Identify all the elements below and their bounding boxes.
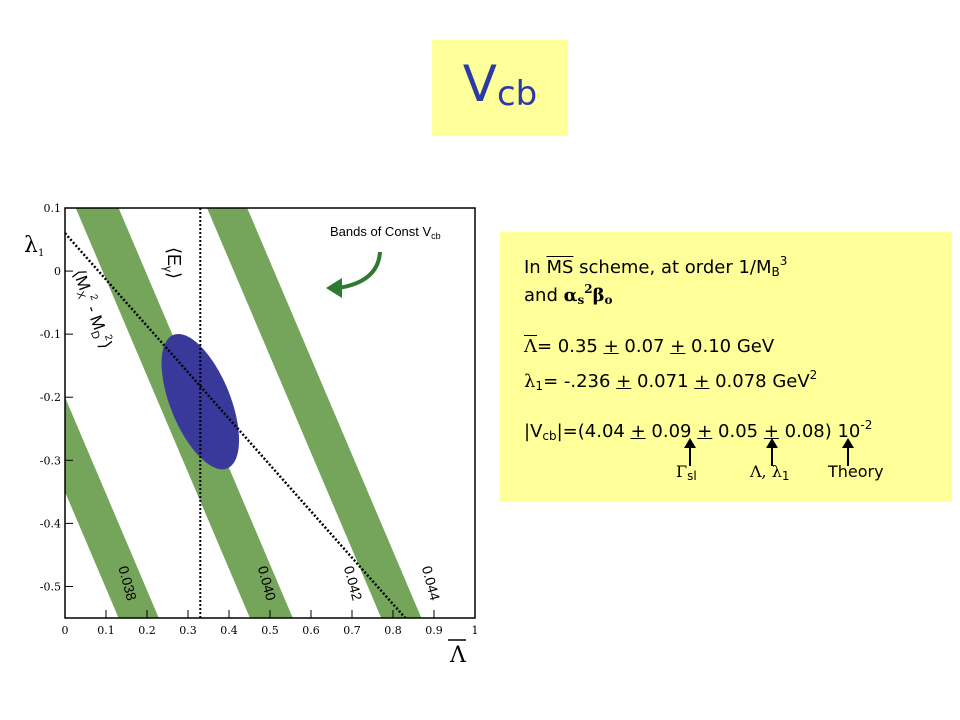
- y-tick-label: -0.2: [40, 391, 61, 404]
- y-tick-label: -0.5: [40, 580, 61, 593]
- label-gamma-sl: Γsl: [676, 462, 697, 483]
- scheme-line: In MS scheme, at order 1/MB3: [524, 254, 788, 279]
- x-axis-label: Λ: [449, 643, 467, 668]
- x-tick-label: 0.1: [97, 624, 115, 637]
- arrow-theory-icon: [842, 438, 854, 466]
- x-tick-label: 0.8: [384, 624, 402, 637]
- vcb-band-plot: 0.1 0 -0.1 -0.2 -0.3 -0.4 -0.5 0 0.1 0.2 0.3 0.4 0.5…: [20, 202, 479, 668]
- label-theory: Theory: [828, 462, 884, 481]
- label-lambda: Λ, λ1: [750, 462, 790, 483]
- band-0.044: [207, 208, 422, 618]
- x-tick-label: 0.7: [343, 624, 361, 637]
- error-source-arrows: [684, 438, 854, 466]
- band-0.040: [65, 397, 159, 618]
- svg-text:⟨Eγ⟩: ⟨Eγ⟩: [161, 247, 184, 279]
- band-0.038: [20, 208, 25, 618]
- arrow-lambda-icon: [766, 438, 778, 466]
- title-box: Vcb: [432, 40, 568, 136]
- notes-box: In MS scheme, at order 1/MB3 and αs2βo Λ…: [500, 232, 952, 502]
- y-tick-label: -0.3: [40, 454, 61, 467]
- order-line: and αs2βo: [524, 282, 613, 307]
- x-tick-label: 0: [62, 624, 69, 637]
- x-tick-label: 1: [472, 624, 479, 637]
- y-tick-label: 0.1: [44, 202, 62, 215]
- lambda-bar-result: Λ= 0.35 + 0.07 + 0.10 GeV: [524, 336, 775, 357]
- x-tick-label: 0.5: [261, 624, 279, 637]
- x-tick-label: 0.6: [302, 624, 320, 637]
- x-tick-label: 0.3: [179, 624, 197, 637]
- y-axis-label: λ1: [24, 233, 44, 259]
- title-main: V: [462, 55, 497, 113]
- legend-text: Bands of Const Vcb: [330, 224, 441, 241]
- vcb-result: |Vcb|=(4.04 + 0.09 + 0.05 + 0.08) 10-2: [524, 418, 873, 443]
- mass-moment-line: [65, 232, 407, 618]
- x-tick-label: 0.2: [138, 624, 156, 637]
- y-tick-label: -0.4: [40, 517, 61, 530]
- arrow-gamma-icon: [684, 438, 696, 466]
- legend-arrowhead: [326, 278, 342, 298]
- lambda1-result: λ1= -.236 + 0.071 + 0.078 GeV2: [524, 368, 818, 393]
- y-tick-label: 0: [54, 265, 61, 278]
- photon-moment-label: ⟨Eγ⟩: [161, 247, 184, 279]
- x-tick-label: 0.9: [425, 624, 443, 637]
- slide-title: Vcb: [432, 54, 568, 124]
- y-tick-label: -0.1: [40, 328, 61, 341]
- x-tick-label: 0.4: [220, 624, 238, 637]
- legend-arrow: [337, 251, 382, 290]
- title-subscript: cb: [496, 74, 538, 114]
